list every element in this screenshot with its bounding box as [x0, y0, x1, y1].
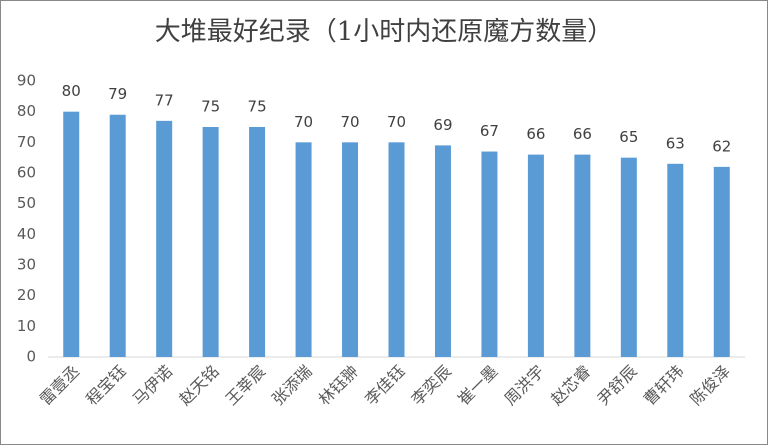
bar	[667, 163, 684, 357]
value-label: 65	[619, 128, 638, 146]
chart-title: 大堆最好纪录（1小时内还原魔方数量）	[155, 17, 614, 47]
value-label: 70	[340, 113, 359, 131]
bar	[434, 145, 451, 357]
y-tick-label: 30	[17, 256, 36, 274]
value-label: 70	[387, 113, 406, 131]
bar	[202, 127, 219, 357]
y-tick-label: 0	[26, 348, 36, 366]
y-tick-label: 70	[17, 133, 36, 151]
value-label: 80	[62, 82, 81, 100]
value-label: 63	[666, 134, 685, 152]
bar	[342, 142, 359, 357]
value-label: 66	[573, 125, 592, 143]
bar	[481, 151, 498, 357]
bar	[713, 166, 730, 357]
value-label: 75	[201, 98, 220, 116]
value-label: 75	[248, 98, 267, 116]
bar	[388, 142, 405, 357]
value-label: 77	[155, 91, 174, 109]
value-label: 66	[526, 125, 545, 143]
bar	[109, 114, 126, 357]
bar	[620, 157, 637, 357]
y-tick-label: 40	[17, 225, 36, 243]
bar	[295, 142, 312, 357]
value-label: 79	[108, 85, 127, 103]
bar	[249, 127, 266, 357]
value-label: 62	[712, 137, 731, 155]
bar	[527, 154, 544, 357]
y-tick-label: 10	[17, 317, 36, 335]
value-label: 67	[480, 122, 499, 140]
bar	[156, 120, 173, 357]
bar	[63, 111, 80, 358]
bar	[574, 154, 591, 357]
y-tick-label: 50	[17, 194, 36, 212]
value-label: 69	[433, 116, 452, 134]
y-tick-label: 20	[17, 286, 36, 304]
value-label: 70	[294, 113, 313, 131]
y-tick-label: 90	[17, 72, 36, 90]
y-tick-label: 80	[17, 102, 36, 120]
y-tick-label: 60	[17, 164, 36, 182]
